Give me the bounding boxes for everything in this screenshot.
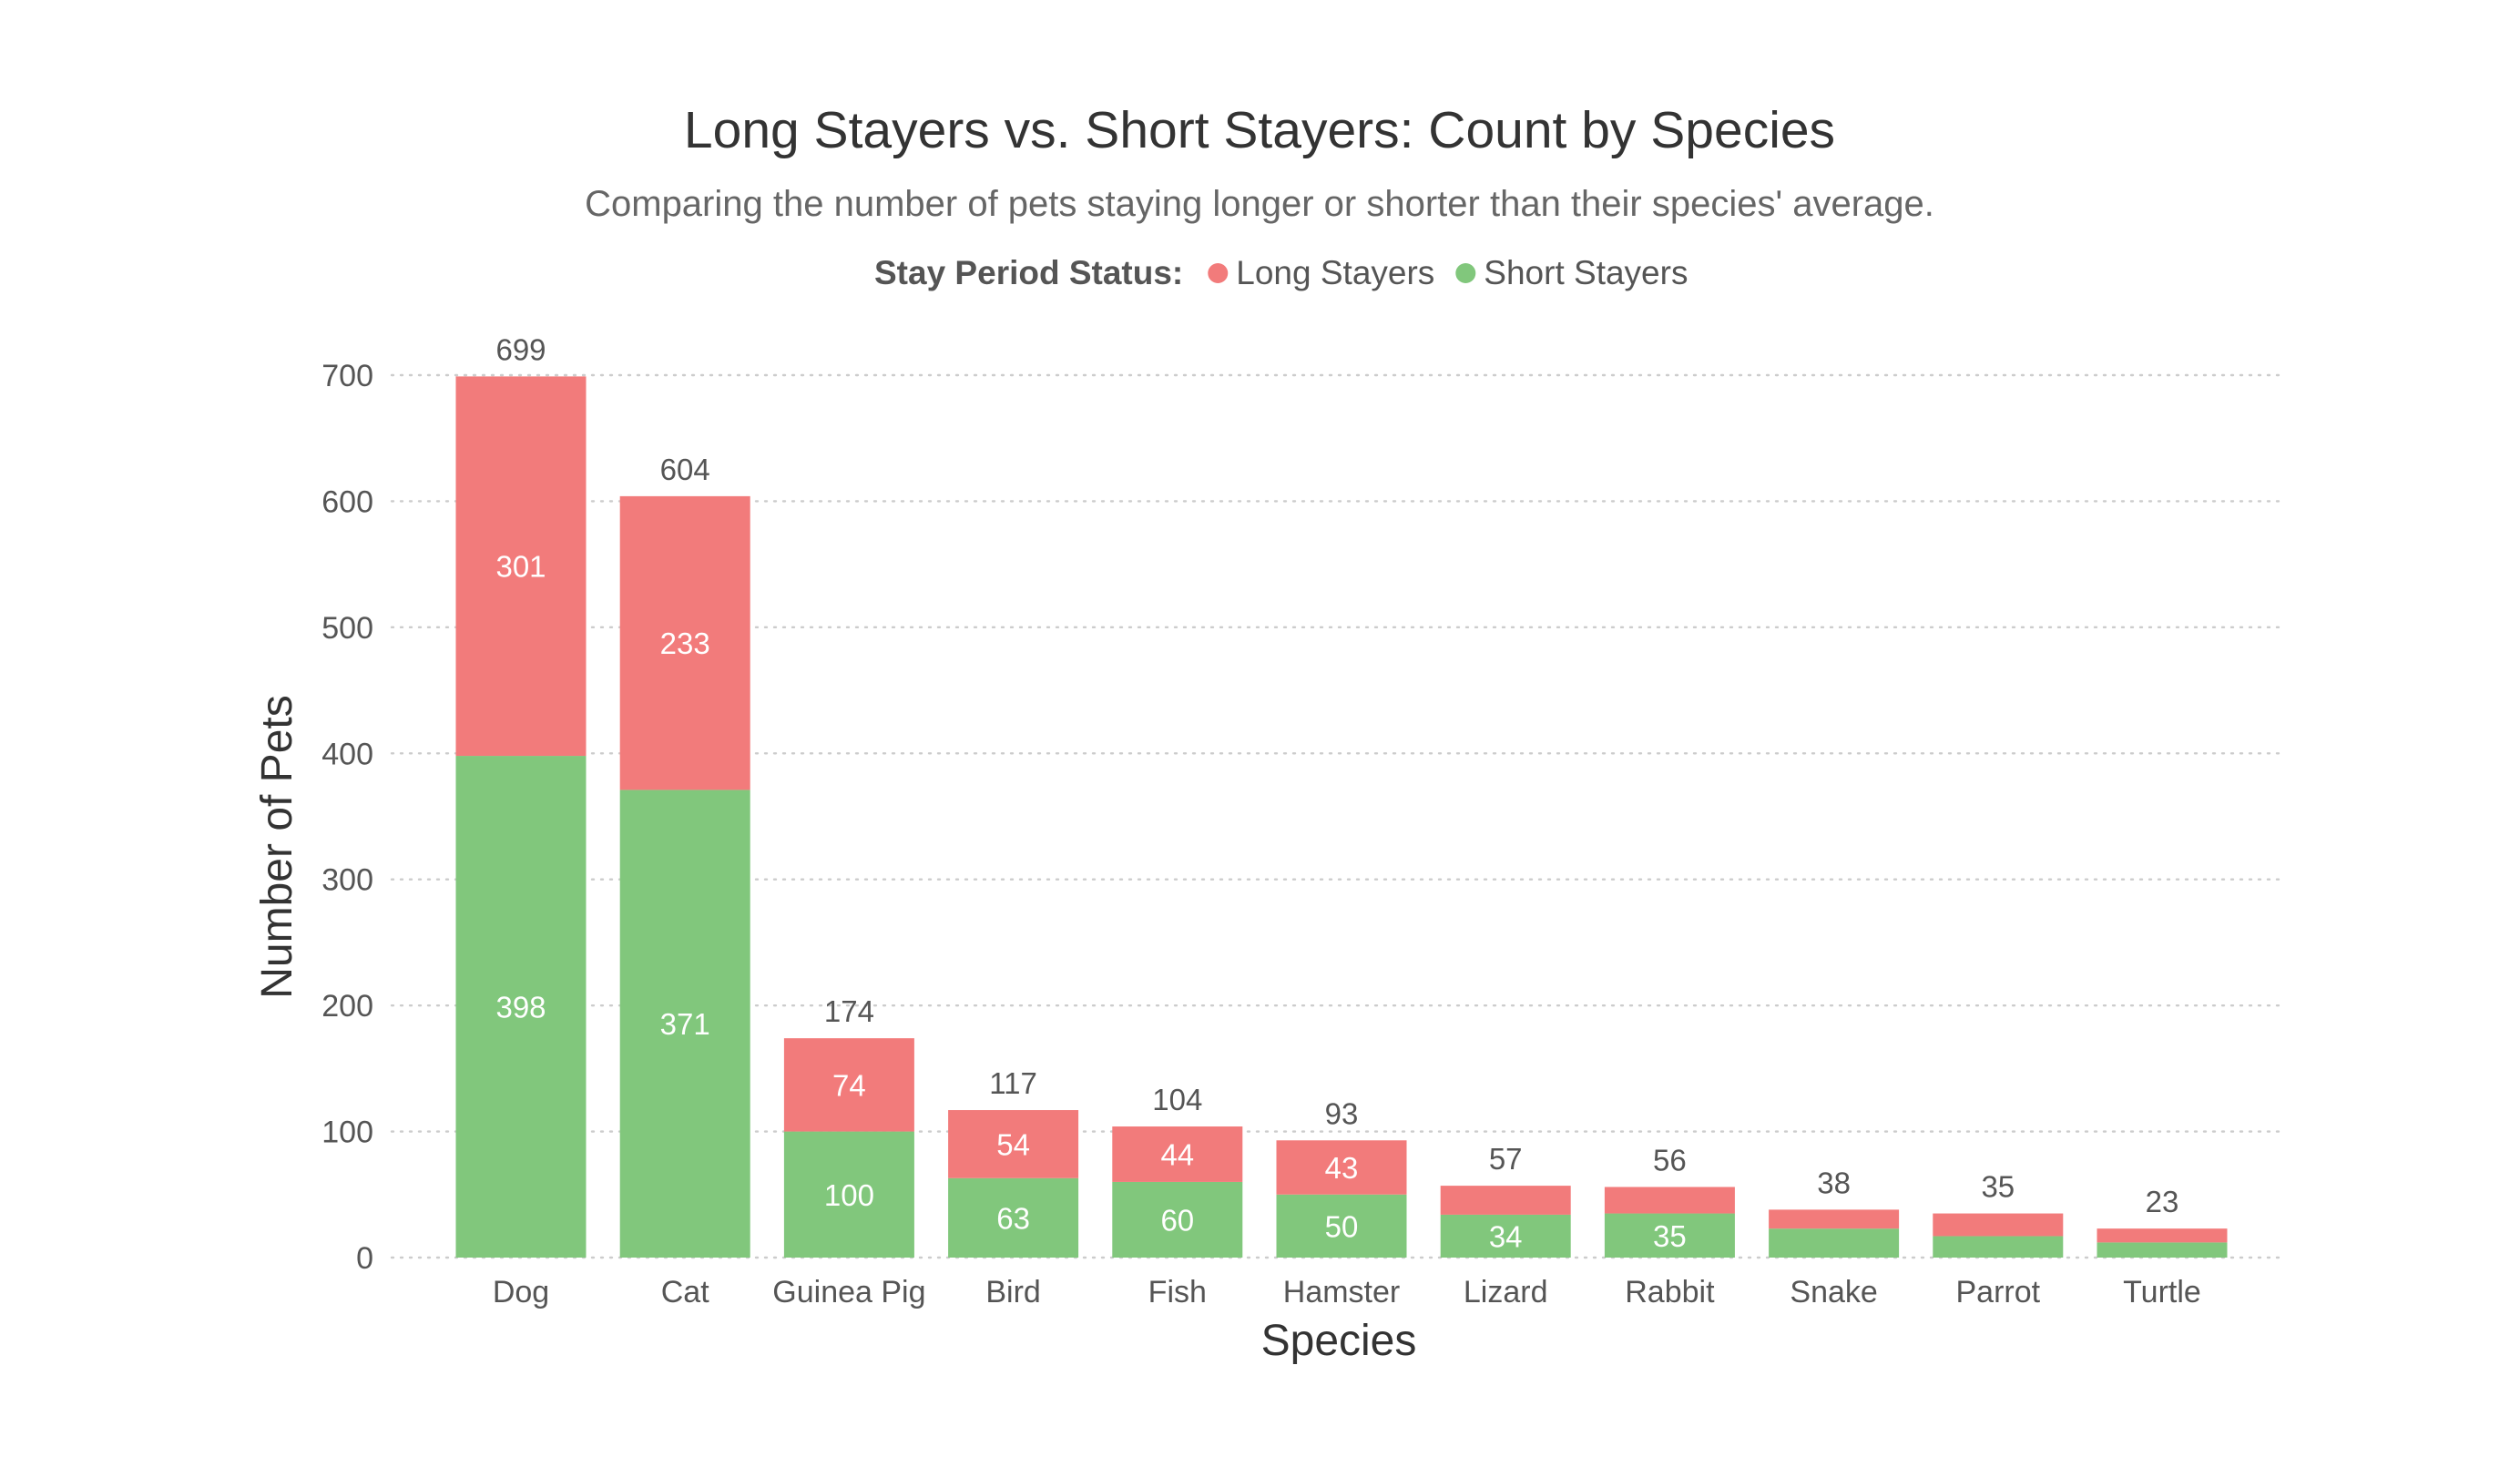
legend-swatch: [1208, 263, 1229, 283]
bar-total-label: 174: [824, 994, 874, 1028]
x-tick-label: Rabbit: [1625, 1275, 1715, 1309]
segment-value-label: 301: [495, 550, 546, 584]
segment-value-label: 100: [824, 1178, 874, 1212]
x-tick-label: Lizard: [1464, 1275, 1548, 1309]
y-tick-label: 600: [321, 484, 373, 519]
x-tick-label: Parrot: [1956, 1275, 2041, 1309]
y-tick-label: 100: [321, 1116, 373, 1150]
bar-segment-long-stayers: [948, 1110, 1079, 1178]
legend-label: Short Stayers: [1484, 254, 1688, 291]
x-tick-label: Guinea Pig: [772, 1275, 925, 1309]
bar-segment-long-stayers: [783, 1038, 914, 1132]
bar-segment-short-stayers: [1769, 1228, 1900, 1258]
segment-value-label: 74: [832, 1068, 866, 1102]
bar-segment-long-stayers: [1440, 1186, 1571, 1215]
bar-total-label: 699: [495, 332, 546, 366]
segment-value-label: 43: [1325, 1151, 1359, 1185]
bar-segment-short-stayers: [2097, 1242, 2228, 1258]
legend-label: Long Stayers: [1236, 254, 1434, 291]
bar-total-label: 117: [989, 1066, 1037, 1100]
legend: Stay Period Status: Long Stayers Short St…: [874, 254, 1688, 291]
bar-segment-short-stayers: [619, 790, 750, 1258]
y-axis-title: Number of Pets: [253, 695, 301, 998]
segment-value-label: 63: [996, 1201, 1030, 1235]
segment-value-label: 233: [660, 627, 710, 660]
y-tick-label: 200: [321, 989, 373, 1024]
x-tick-label: Turtle: [2123, 1275, 2201, 1309]
bar-total-label: 23: [2146, 1185, 2179, 1218]
y-tick-label: 300: [321, 863, 373, 898]
bar-total-label: 38: [1817, 1166, 1851, 1199]
bars: 398 301 699 371 233 604 100 74 174 63 54 117 60 44 104…: [455, 332, 2228, 1258]
segment-value-label: 54: [996, 1127, 1030, 1161]
bar-segment-long-stayers: [1604, 1187, 1735, 1214]
x-tick-label: Hamster: [1283, 1275, 1400, 1309]
bar-segment-short-stayers: [1933, 1236, 2064, 1258]
bar-total-label: 604: [660, 453, 710, 486]
bar-segment-long-stayers: [455, 376, 587, 757]
x-tick-label: Bird: [985, 1275, 1040, 1309]
y-tick-label: 500: [321, 611, 373, 646]
bar-segment-long-stayers: [1112, 1126, 1243, 1182]
bar-segment-short-stayers: [455, 756, 587, 1258]
bar-segment-short-stayers: [1440, 1214, 1571, 1258]
bar-segment-long-stayers: [2097, 1228, 2228, 1243]
bar-segment-short-stayers: [948, 1177, 1079, 1258]
segment-value-label: 398: [495, 991, 546, 1024]
segment-value-label: 371: [660, 1007, 710, 1041]
legend-title: Stay Period Status:: [874, 254, 1183, 291]
chart-subtitle: Comparing the number of pets staying lon…: [585, 184, 1934, 224]
x-tick-label: Dog: [493, 1275, 549, 1309]
bar-segment-short-stayers: [1112, 1181, 1243, 1258]
segment-value-label: 44: [1160, 1137, 1194, 1171]
x-tick-label: Snake: [1790, 1275, 1877, 1309]
x-tick-label: Fish: [1148, 1275, 1207, 1309]
segment-value-label: 34: [1489, 1219, 1523, 1253]
bar-segment-long-stayers: [619, 495, 750, 790]
bar-segment-short-stayers: [783, 1131, 914, 1258]
bar-total-label: 93: [1325, 1096, 1359, 1130]
y-axis-ticks: 0 100 200 300 400 500 600 700: [321, 359, 373, 1276]
bar-segment-short-stayers: [1604, 1213, 1735, 1258]
y-tick-label: 700: [321, 359, 373, 393]
legend-swatch: [1455, 263, 1476, 283]
bar-segment-long-stayers: [1276, 1140, 1407, 1195]
chart-title: Long Stayers vs. Short Stayers: Count by…: [684, 101, 1835, 159]
bar-total-label: 57: [1489, 1142, 1523, 1176]
y-tick-label: 0: [356, 1241, 373, 1276]
bar-segment-long-stayers: [1769, 1209, 1900, 1229]
y-tick-label: 400: [321, 737, 373, 771]
x-axis-ticks: Dog Cat Guinea Pig Bird Fish Hamster Lizard Rab…: [493, 1275, 2201, 1309]
bar-total-label: 35: [1981, 1170, 2015, 1204]
bar-segment-short-stayers: [1276, 1194, 1407, 1258]
bar-total-label: 56: [1653, 1143, 1687, 1177]
segment-value-label: 35: [1653, 1219, 1687, 1253]
x-axis-title: Species: [1261, 1317, 1417, 1365]
segment-value-label: 60: [1160, 1203, 1194, 1237]
segment-value-label: 50: [1325, 1209, 1359, 1243]
bar-segment-long-stayers: [1933, 1213, 2064, 1237]
bar-total-label: 104: [1152, 1083, 1202, 1116]
x-tick-label: Cat: [661, 1275, 709, 1309]
